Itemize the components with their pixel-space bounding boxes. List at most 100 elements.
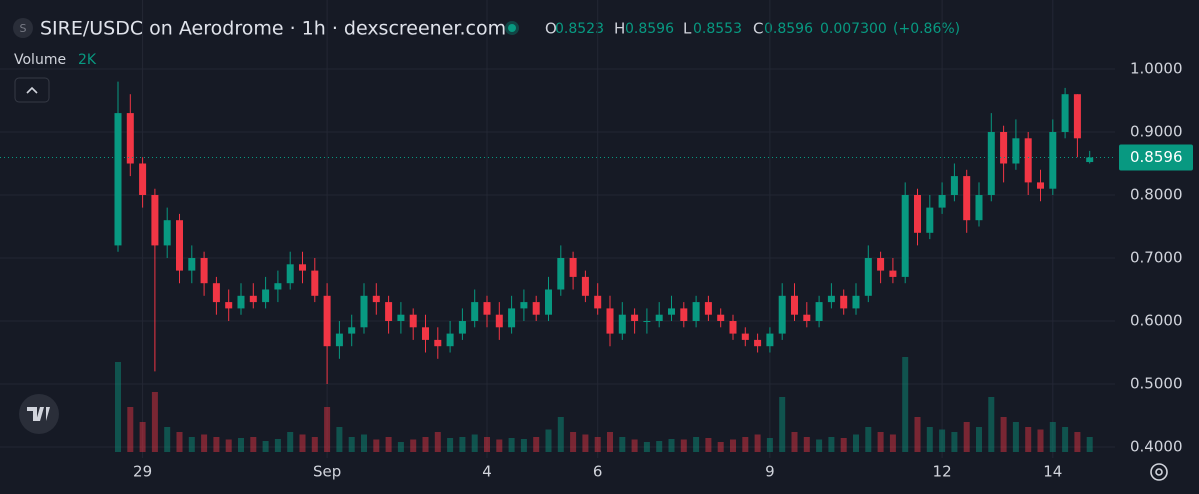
volume-bar <box>816 439 823 452</box>
candle-body <box>643 321 651 322</box>
volume-bar <box>803 437 810 452</box>
volume-bar <box>840 438 847 452</box>
candle-body <box>631 314 639 321</box>
candle-body <box>520 302 528 309</box>
volume-bar <box>988 397 995 452</box>
volume-bar <box>1025 427 1032 452</box>
volume-bar <box>594 437 601 452</box>
volume-bar <box>225 439 232 452</box>
volume-bar <box>533 437 540 452</box>
candle-body <box>200 258 208 284</box>
candle-body <box>286 264 294 284</box>
candle-body <box>754 339 762 347</box>
volume-bar <box>889 434 896 452</box>
ohlc-key: L <box>683 20 692 38</box>
candle-body <box>188 258 196 271</box>
volume-bar <box>471 434 478 452</box>
volume-bar <box>582 434 589 452</box>
candle-body <box>483 302 491 315</box>
volume-bar <box>705 438 712 452</box>
volume-bar <box>754 434 761 452</box>
volume-bar <box>262 441 269 452</box>
volume-bar <box>484 437 490 452</box>
settings-button[interactable] <box>1150 463 1168 481</box>
volume-bar <box>1062 427 1069 452</box>
candle-body <box>348 327 356 334</box>
volume-value: 2K <box>78 52 97 68</box>
volume-bar <box>779 397 786 452</box>
volume-bar <box>914 417 921 452</box>
ohlc-key: O <box>545 20 557 38</box>
candle-body <box>778 295 786 334</box>
x-tick-label: Sep <box>313 463 341 481</box>
volume-bar <box>619 437 626 452</box>
x-tick-label: 29 <box>133 463 152 481</box>
candle-body <box>434 339 442 347</box>
volume-bar <box>508 438 515 452</box>
change-value: 0.007300 <box>820 21 887 37</box>
candle-body <box>237 295 245 309</box>
candle-body <box>532 302 540 315</box>
candle-body <box>926 207 934 233</box>
volume-bar <box>766 438 773 452</box>
candle-body <box>914 195 921 233</box>
candle-body <box>692 302 700 321</box>
candle-body <box>262 289 270 303</box>
last-price-badge <box>1119 144 1193 171</box>
collapse-icon <box>26 86 38 94</box>
volume-bar <box>693 437 700 452</box>
volume-bar <box>1000 417 1007 452</box>
candle-body <box>372 295 380 303</box>
volume-bar <box>250 437 257 452</box>
candle-body <box>397 314 405 321</box>
volume-bar <box>939 429 946 452</box>
y-tick-label: 0.6000 <box>1130 312 1183 330</box>
volume-bar <box>742 437 749 452</box>
volume-bar <box>1086 437 1093 452</box>
candle-body <box>1037 182 1044 189</box>
candle-body <box>139 163 147 195</box>
volume-bar <box>299 434 306 452</box>
ohlc-key: C <box>753 20 763 38</box>
candle-body <box>1073 94 1081 139</box>
volume-bar <box>643 442 650 452</box>
candle-body <box>225 302 233 309</box>
candle-body <box>815 302 823 321</box>
y-tick-label: 0.5000 <box>1130 375 1183 393</box>
volume-bar <box>164 427 171 452</box>
volume-bar <box>459 437 466 452</box>
candle-body <box>827 295 835 303</box>
x-tick-label: 6 <box>593 463 603 481</box>
volume-bar <box>213 437 220 452</box>
candle-body <box>471 302 479 321</box>
volume-bar <box>238 438 244 452</box>
volume-bar <box>853 434 859 452</box>
candle-body <box>212 283 220 303</box>
volume-bar <box>348 437 355 452</box>
change-pct: (+0.86%) <box>893 21 960 37</box>
volume-bar <box>397 442 404 452</box>
volume-bar <box>201 434 208 452</box>
volume-bar <box>902 357 909 452</box>
candle-body <box>323 295 331 347</box>
candle-body <box>1086 157 1094 163</box>
volume-bar <box>410 439 417 452</box>
volume-bar <box>1049 422 1056 452</box>
candle-body <box>557 258 565 290</box>
volume-bar <box>656 441 663 452</box>
candle-body <box>668 308 675 315</box>
candle-body <box>766 333 774 347</box>
volume-bar <box>274 439 281 452</box>
ohlc-value: 0.8553 <box>693 21 742 37</box>
candle-body <box>594 295 602 309</box>
collapse-button[interactable] <box>14 77 50 103</box>
y-tick-label: 0.9000 <box>1130 123 1183 141</box>
candle-body <box>409 314 417 328</box>
volume-bar <box>115 362 121 452</box>
volume-bar <box>680 439 687 452</box>
candle-body <box>299 264 306 271</box>
candle-body <box>176 220 183 271</box>
volume-bar <box>176 432 183 452</box>
candle-body <box>1012 138 1020 164</box>
